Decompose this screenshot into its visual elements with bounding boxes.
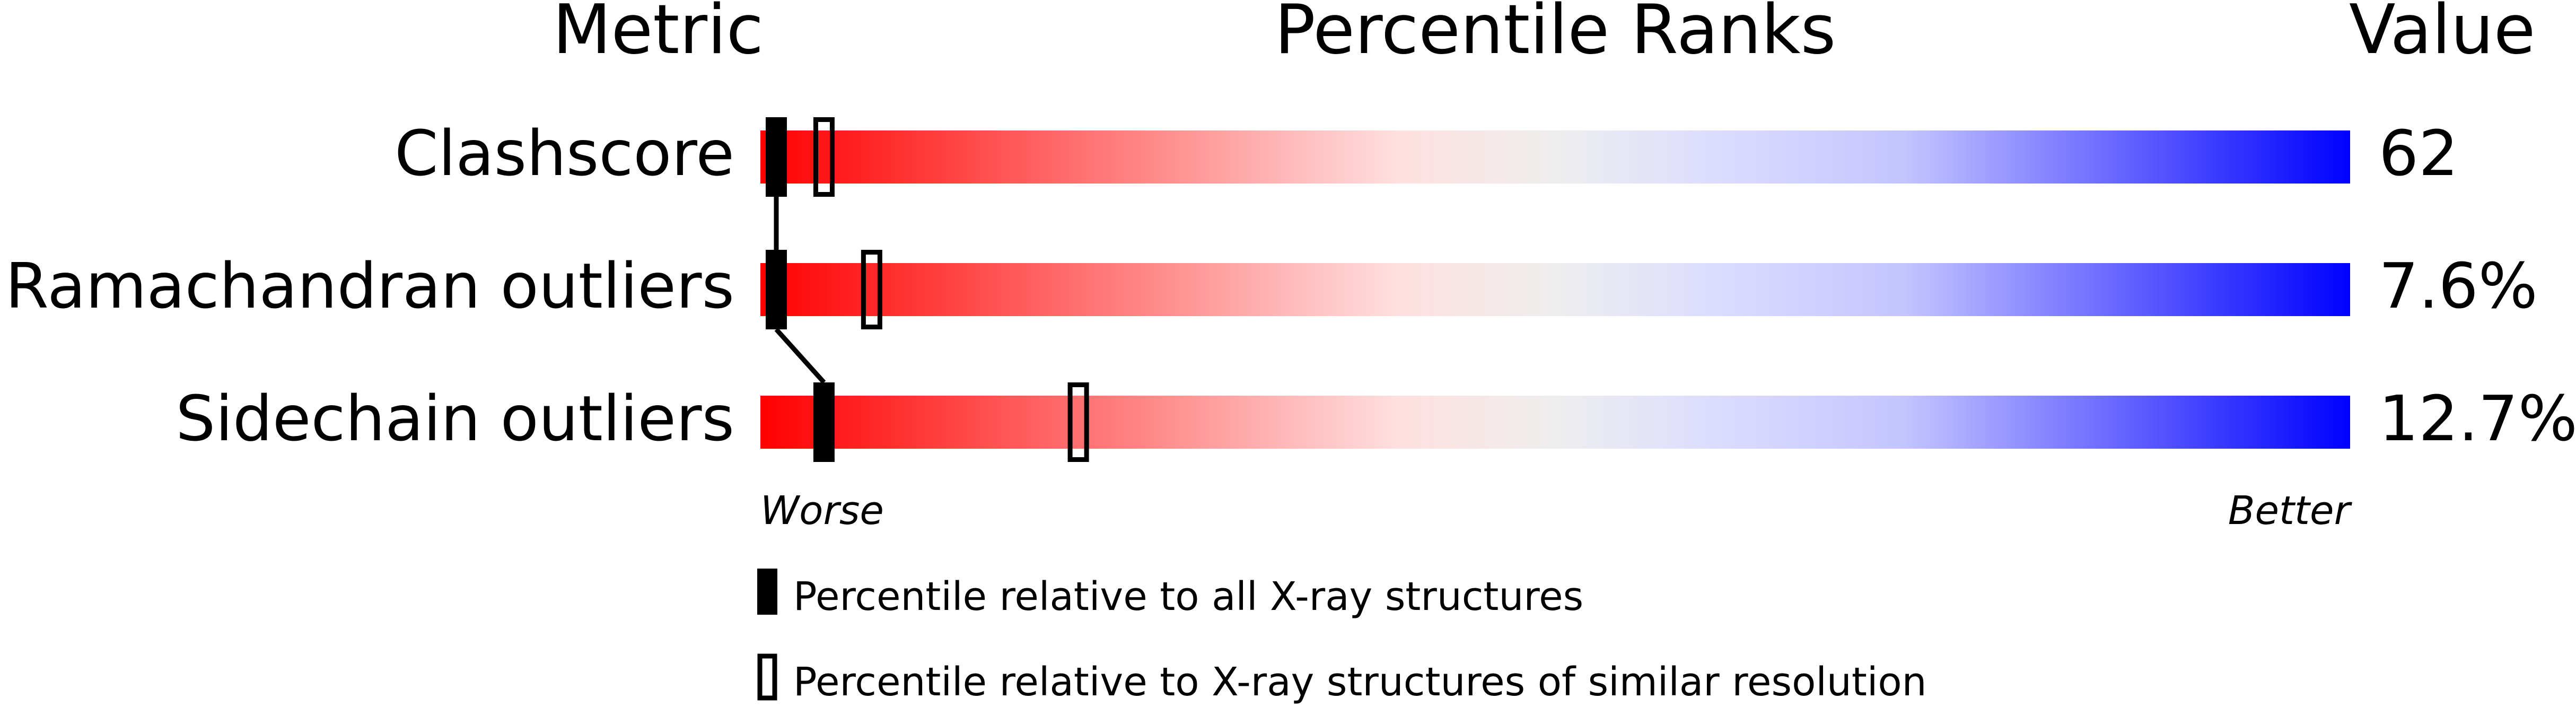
better-label: Better bbox=[2228, 488, 2353, 534]
metric-label: Ramachandran outliers bbox=[5, 249, 734, 322]
value-header: Value bbox=[2349, 0, 2536, 69]
ranks-header: Percentile Ranks bbox=[1275, 0, 1836, 69]
connector-line bbox=[774, 327, 826, 385]
marker-all-structures bbox=[813, 382, 835, 462]
metric-label: Sidechain outliers bbox=[176, 382, 734, 455]
worse-label: Worse bbox=[760, 488, 884, 534]
legend-filled-marker bbox=[757, 569, 777, 615]
marker-similar-resolution bbox=[1067, 382, 1089, 462]
metric-value: 7.6% bbox=[2379, 249, 2538, 322]
metric-value: 62 bbox=[2379, 117, 2458, 190]
percentile-bar bbox=[760, 396, 2350, 449]
marker-similar-resolution bbox=[813, 117, 835, 197]
percentile-bar bbox=[760, 130, 2350, 184]
metric-value: 12.7% bbox=[2379, 382, 2576, 455]
marker-all-structures bbox=[765, 250, 787, 329]
metric-label: Clashscore bbox=[395, 117, 734, 190]
marker-similar-resolution bbox=[861, 250, 882, 329]
metric-header: Metric bbox=[553, 0, 764, 69]
legend-filled-label: Percentile relative to all X-ray structu… bbox=[793, 574, 1583, 619]
legend-hollow-label: Percentile relative to X-ray structures … bbox=[793, 659, 1927, 705]
legend-hollow-marker bbox=[757, 653, 777, 701]
marker-all-structures bbox=[765, 117, 787, 197]
percentile-bar bbox=[760, 263, 2350, 316]
